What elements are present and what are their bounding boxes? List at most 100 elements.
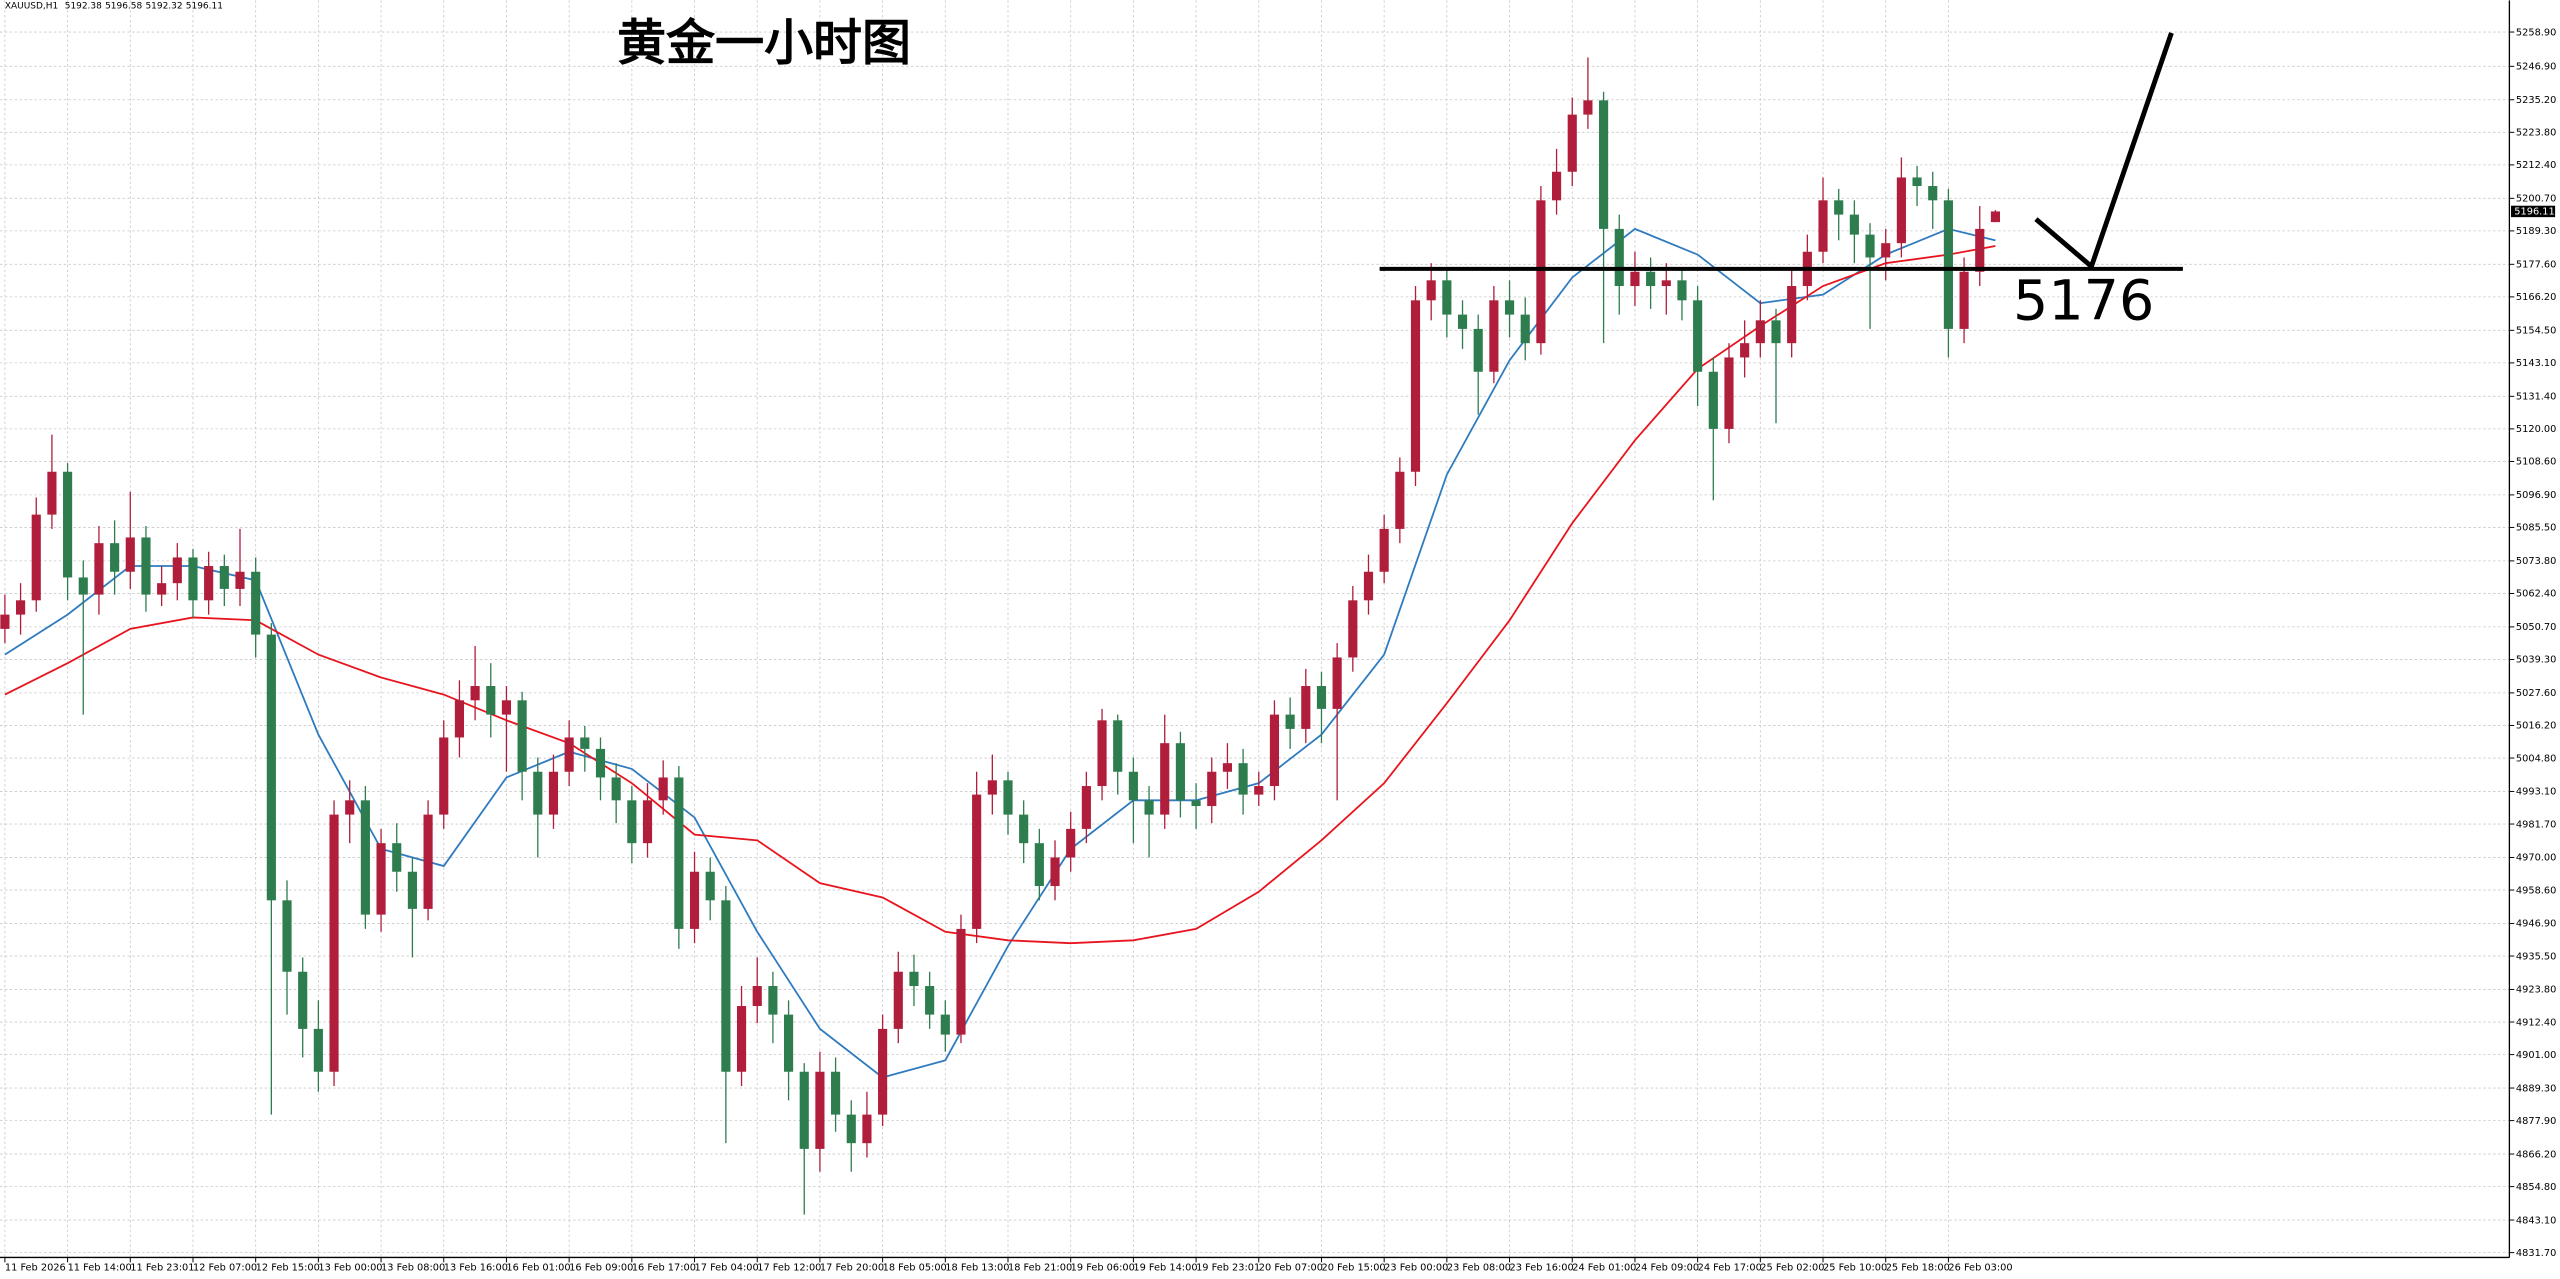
y-tick-label: 4970.00 bbox=[2516, 853, 2556, 864]
y-tick-label: 4993.10 bbox=[2516, 787, 2556, 798]
candle-body bbox=[219, 566, 229, 589]
candle-body bbox=[1081, 786, 1091, 829]
candle-body bbox=[1489, 300, 1499, 372]
y-tick-label: 5200.70 bbox=[2516, 194, 2556, 205]
candle-body bbox=[157, 583, 167, 595]
candle-body bbox=[972, 794, 982, 929]
candle-body bbox=[47, 471, 57, 515]
candle-body bbox=[1708, 371, 1718, 429]
candle-body bbox=[1410, 300, 1421, 472]
candle-body bbox=[1301, 686, 1311, 729]
candle-body bbox=[878, 1028, 888, 1115]
candle-body bbox=[266, 634, 276, 901]
candle-body bbox=[1395, 471, 1405, 529]
y-tick-label: 5108.60 bbox=[2516, 457, 2556, 468]
x-tick-label: 17 Feb 12:00 bbox=[757, 1263, 821, 1274]
candle-body bbox=[1959, 271, 1969, 329]
candle-body bbox=[1457, 314, 1468, 329]
x-tick-label: 23 Feb 16:00 bbox=[1510, 1263, 1574, 1274]
candle-body bbox=[407, 871, 417, 909]
y-tick-label: 5223.80 bbox=[2516, 128, 2556, 139]
candle-body bbox=[815, 1071, 825, 1149]
candle-body bbox=[141, 537, 151, 595]
candle-body bbox=[1630, 271, 1640, 287]
candle-body bbox=[1599, 100, 1609, 229]
candle-body bbox=[533, 771, 543, 815]
x-tick-label: 13 Feb 00:00 bbox=[318, 1263, 382, 1274]
candle-body bbox=[1160, 743, 1170, 815]
candle-body bbox=[1693, 300, 1703, 372]
candle-body bbox=[548, 771, 559, 815]
price-tag-label: 5196.11 bbox=[2514, 207, 2554, 218]
candle-body bbox=[235, 571, 245, 589]
candles bbox=[0, 57, 2000, 1215]
candle-body bbox=[925, 986, 935, 1015]
y-tick-label: 5073.80 bbox=[2516, 556, 2556, 567]
x-tick-label: 18 Feb 21:00 bbox=[1008, 1263, 1072, 1274]
candle-body bbox=[423, 814, 433, 909]
x-tick-label: 13 Feb 08:00 bbox=[381, 1263, 445, 1274]
level-label: 5176 bbox=[2013, 269, 2154, 334]
candle-body bbox=[1191, 800, 1201, 807]
y-tick-label: 5235.20 bbox=[2516, 95, 2556, 106]
y-tick-label: 4958.60 bbox=[2516, 885, 2556, 896]
candle-body bbox=[1144, 800, 1154, 815]
annotations: 5176 5196.11 bbox=[1379, 205, 2556, 334]
x-tick-label: 13 Feb 16:00 bbox=[444, 1263, 508, 1274]
candle-body bbox=[1583, 100, 1593, 115]
hand-drawn-arrow bbox=[2034, 32, 2174, 271]
candle-body bbox=[1050, 857, 1060, 887]
x-tick-label: 11 Feb 23:01 bbox=[130, 1263, 194, 1274]
candle-body bbox=[580, 737, 590, 749]
candle-body bbox=[1097, 720, 1107, 787]
candle-body bbox=[282, 900, 292, 972]
candle-body bbox=[1567, 114, 1577, 172]
candle-body bbox=[298, 971, 308, 1029]
x-tick-label: 20 Feb 15:00 bbox=[1321, 1263, 1385, 1274]
y-tick-label: 4912.40 bbox=[2516, 1017, 2556, 1028]
candle-body bbox=[1238, 763, 1248, 795]
x-tick-label: 16 Feb 01:00 bbox=[506, 1263, 570, 1274]
x-tick-label: 19 Feb 06:00 bbox=[1071, 1263, 1135, 1274]
y-tick-label: 5050.70 bbox=[2516, 622, 2556, 633]
candle-body bbox=[1865, 234, 1875, 258]
candle-body bbox=[1661, 280, 1671, 287]
candle-body bbox=[862, 1114, 872, 1144]
x-tick-label: 11 Feb 14:00 bbox=[68, 1263, 132, 1274]
y-tick-label: 5120.00 bbox=[2516, 424, 2556, 435]
candle-body bbox=[1943, 200, 1953, 329]
y-tick-label: 5039.30 bbox=[2516, 655, 2556, 666]
x-tick-label: 17 Feb 04:00 bbox=[695, 1263, 759, 1274]
candle-body bbox=[956, 928, 966, 1035]
x-tick-label: 12 Feb 07:00 bbox=[193, 1263, 257, 1274]
y-tick-label: 5016.20 bbox=[2516, 721, 2556, 732]
candle-body bbox=[63, 471, 73, 578]
candle-body bbox=[1207, 771, 1217, 807]
y-tick-label: 4981.70 bbox=[2516, 819, 2556, 830]
y-tick-label: 5096.90 bbox=[2516, 490, 2556, 501]
moving-average-line bbox=[4, 245, 1996, 945]
candle-body bbox=[846, 1114, 856, 1144]
y-tick-label: 5027.60 bbox=[2516, 688, 2556, 699]
y-tick-label: 5154.50 bbox=[2516, 326, 2556, 337]
candle-body bbox=[501, 700, 512, 715]
candle-body bbox=[1724, 357, 1734, 429]
candle-body bbox=[376, 843, 386, 915]
candle-body bbox=[16, 600, 26, 615]
y-tick-label: 4854.80 bbox=[2516, 1182, 2556, 1193]
y-tick-label: 5143.10 bbox=[2516, 358, 2556, 369]
candle-body bbox=[1285, 714, 1295, 729]
x-tick-label: 17 Feb 20:00 bbox=[820, 1263, 884, 1274]
candle-body bbox=[1975, 228, 1985, 272]
x-tick-label: 24 Feb 01:00 bbox=[1572, 1263, 1636, 1274]
candle-body bbox=[1990, 211, 2000, 223]
price-tag bbox=[2511, 205, 2556, 218]
candle-body bbox=[705, 871, 715, 901]
y-tick-label: 5212.40 bbox=[2516, 160, 2556, 171]
candle-body bbox=[188, 557, 198, 601]
candle-body bbox=[1222, 763, 1232, 772]
candle-body bbox=[831, 1071, 841, 1115]
y-tick-label: 5085.50 bbox=[2516, 523, 2556, 534]
